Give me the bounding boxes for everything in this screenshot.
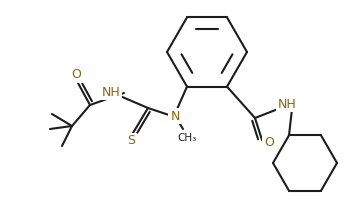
Text: S: S: [127, 135, 135, 147]
Text: N: N: [170, 109, 180, 123]
Text: NH: NH: [102, 86, 120, 98]
Text: O: O: [264, 137, 274, 149]
Text: O: O: [71, 69, 81, 81]
Text: NH: NH: [278, 97, 296, 111]
Text: CH₃: CH₃: [177, 133, 197, 143]
